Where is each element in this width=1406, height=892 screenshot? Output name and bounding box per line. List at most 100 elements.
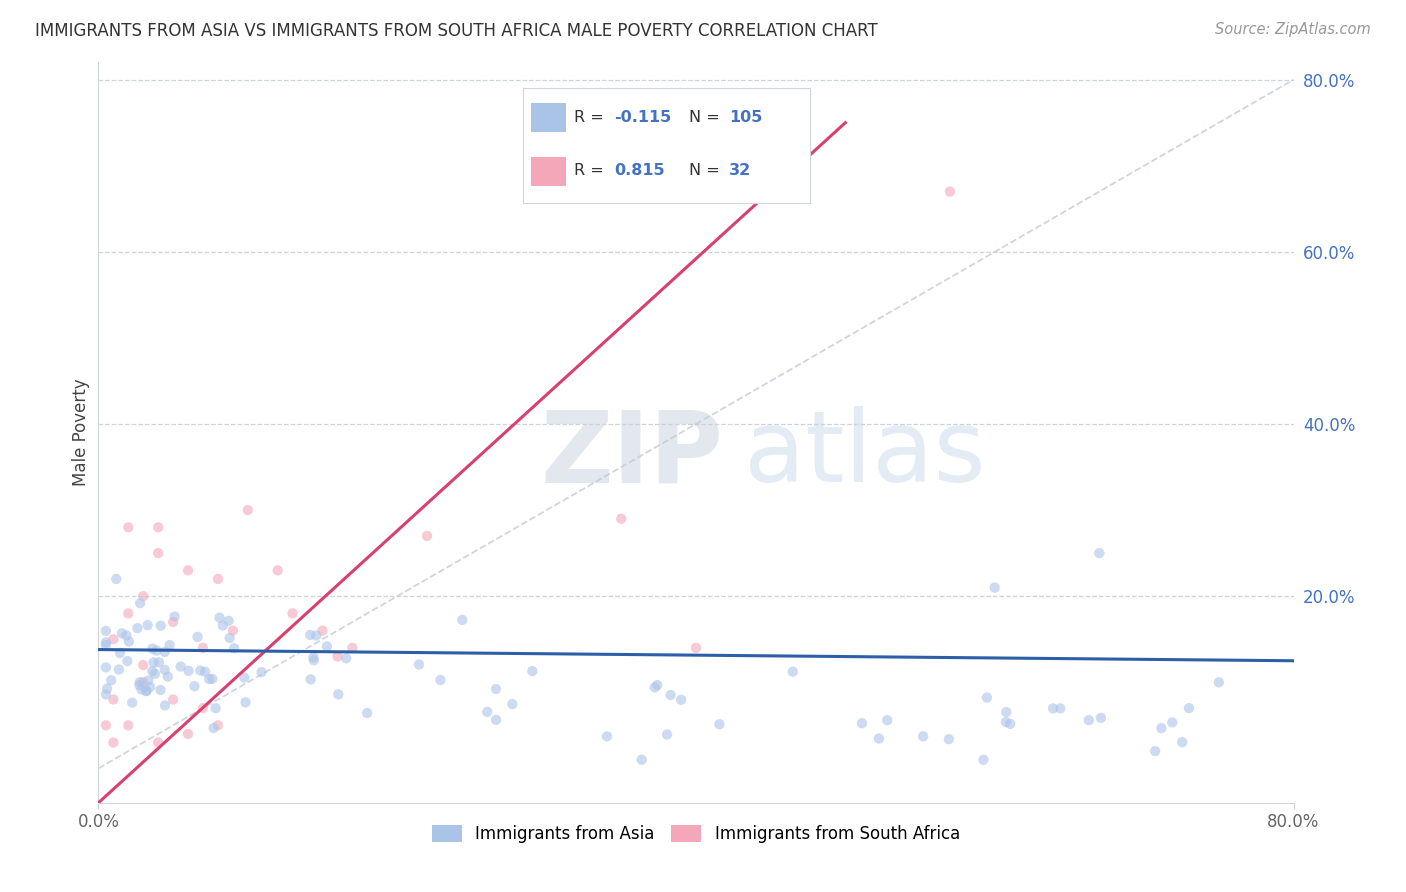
Point xyxy=(876,713,898,727)
Y-axis label: Male Poverty: Male Poverty xyxy=(72,379,90,486)
Point xyxy=(159,638,181,652)
Point xyxy=(149,683,172,698)
Point xyxy=(128,678,150,692)
Point xyxy=(135,683,157,698)
Point xyxy=(117,654,139,668)
Point xyxy=(1208,675,1230,690)
Point xyxy=(132,675,155,690)
Point xyxy=(630,753,652,767)
Point xyxy=(302,653,325,667)
Point xyxy=(121,696,143,710)
Point xyxy=(177,727,200,741)
Point xyxy=(188,664,211,678)
Text: Source: ZipAtlas.com: Source: ZipAtlas.com xyxy=(1215,22,1371,37)
Point xyxy=(207,718,229,732)
Point xyxy=(995,705,1018,719)
Point xyxy=(485,681,508,696)
Point xyxy=(127,621,149,635)
Point xyxy=(103,692,125,706)
Point xyxy=(1161,715,1184,730)
Point xyxy=(170,659,193,673)
Point xyxy=(782,665,804,679)
Point xyxy=(235,695,257,709)
Point xyxy=(912,729,935,743)
Point xyxy=(177,563,200,577)
Point xyxy=(208,611,231,625)
Point xyxy=(477,705,499,719)
Point xyxy=(143,667,166,681)
Point xyxy=(1077,713,1099,727)
Point xyxy=(311,624,333,638)
Point xyxy=(131,682,153,697)
Point xyxy=(94,687,117,701)
Text: atlas: atlas xyxy=(744,407,986,503)
Point xyxy=(416,529,439,543)
Point xyxy=(659,688,682,702)
Point xyxy=(224,641,246,656)
Point xyxy=(851,716,873,731)
Point xyxy=(105,572,128,586)
Point xyxy=(211,618,233,632)
Point xyxy=(645,678,668,692)
Point xyxy=(250,665,273,679)
Point xyxy=(1049,701,1071,715)
Point xyxy=(305,628,328,642)
Point xyxy=(281,607,304,621)
Point xyxy=(267,563,290,577)
Point xyxy=(153,698,176,713)
Point xyxy=(162,615,184,629)
Point xyxy=(94,638,117,652)
Point xyxy=(644,681,666,695)
Point xyxy=(135,684,157,698)
Point xyxy=(1042,701,1064,715)
Point xyxy=(136,618,159,632)
Point xyxy=(148,656,170,670)
Text: ZIP: ZIP xyxy=(541,407,724,503)
Point xyxy=(207,572,229,586)
Point xyxy=(1171,735,1194,749)
Point xyxy=(132,589,155,603)
Point xyxy=(976,690,998,705)
Point xyxy=(998,717,1021,731)
Point xyxy=(1090,711,1112,725)
Point xyxy=(148,520,170,534)
Point xyxy=(236,503,259,517)
Point xyxy=(1144,744,1167,758)
Point xyxy=(429,673,451,687)
Point xyxy=(302,650,325,665)
Point xyxy=(984,581,1007,595)
Point xyxy=(685,640,707,655)
Point xyxy=(96,681,118,696)
Point xyxy=(129,596,152,610)
Point xyxy=(233,671,256,685)
Point xyxy=(153,645,176,659)
Point xyxy=(94,635,117,649)
Legend: Immigrants from Asia, Immigrants from South Africa: Immigrants from Asia, Immigrants from So… xyxy=(426,819,966,850)
Point xyxy=(994,714,1017,729)
Point xyxy=(108,646,131,660)
Point xyxy=(610,512,633,526)
Point xyxy=(163,609,186,624)
Point xyxy=(115,628,138,642)
Point xyxy=(522,664,544,678)
Point xyxy=(142,656,165,670)
Point xyxy=(136,673,159,688)
Point xyxy=(132,658,155,673)
Point xyxy=(222,624,245,638)
Point xyxy=(162,692,184,706)
Point xyxy=(186,630,208,644)
Point xyxy=(153,663,176,677)
Point xyxy=(299,628,322,642)
Point xyxy=(183,679,205,693)
Point xyxy=(191,640,214,655)
Point xyxy=(117,718,139,732)
Point xyxy=(149,618,172,632)
Point xyxy=(709,717,731,731)
Point xyxy=(972,753,994,767)
Point xyxy=(596,730,619,744)
Point xyxy=(100,673,122,688)
Point xyxy=(118,634,141,648)
Point xyxy=(141,664,163,678)
Point xyxy=(103,735,125,749)
Point xyxy=(141,641,163,656)
